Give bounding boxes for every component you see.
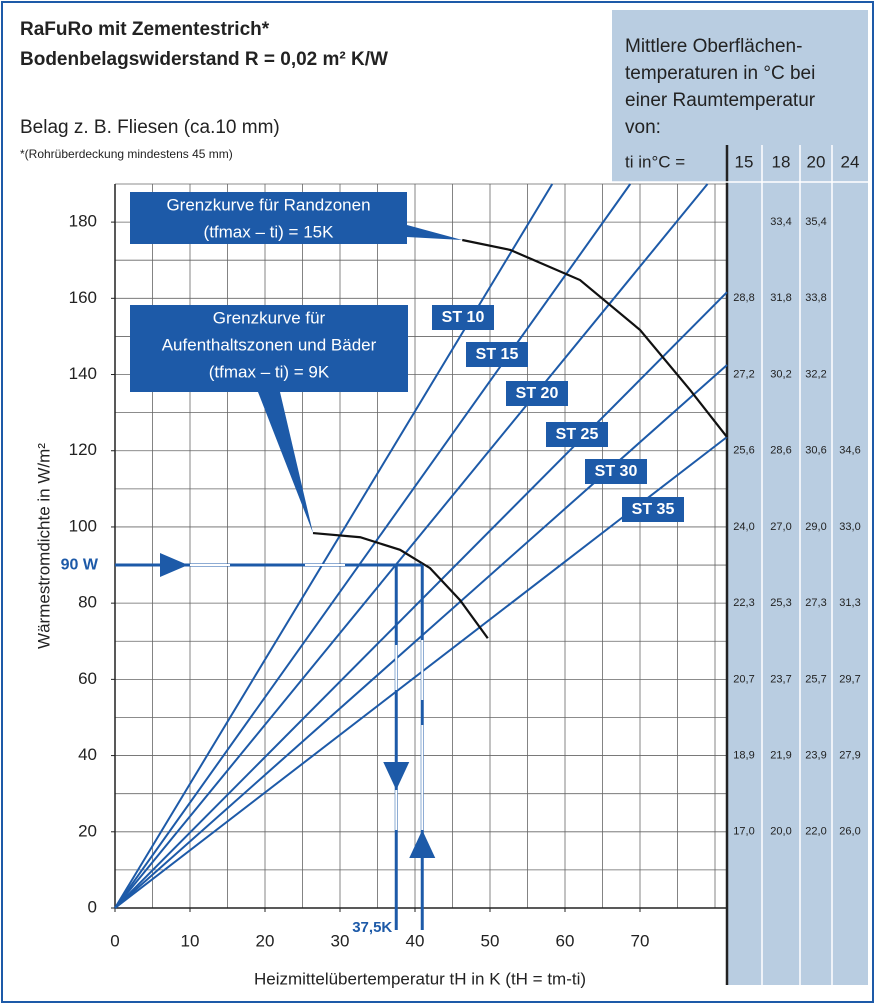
table-column-header: 18 [772, 152, 791, 171]
x-tick-label: 30 [331, 931, 350, 950]
table-cell: 29,0 [805, 521, 826, 533]
table-cell: 23,7 [770, 673, 791, 685]
table-title: einer Raumtemperatur [625, 90, 816, 111]
x-tick-label: 50 [481, 931, 500, 950]
table-title: temperaturen in °C bei [625, 63, 815, 84]
x-axis-label: Heizmittelübertemperatur tH in K (tH = t… [254, 969, 586, 988]
legend-label: ST 30 [595, 463, 638, 480]
note: *(Rohrüberdeckung mindestens 45 mm) [20, 147, 233, 161]
table-cell: 27,3 [805, 597, 826, 609]
legend-box [466, 342, 528, 367]
callout-label: (tfmax – ti) = 15K [204, 222, 335, 241]
annotation: 37,5K [352, 919, 392, 936]
table-title: Mittlere Oberflächen- [625, 36, 802, 57]
table-cell: 20,0 [770, 826, 791, 838]
y-tick-label: 180 [69, 212, 97, 231]
y-tick-label: 140 [69, 364, 97, 383]
legend-label: ST 10 [442, 309, 485, 326]
table-cell: 35,4 [805, 216, 826, 228]
legend-box [622, 497, 684, 522]
callout-box [130, 192, 407, 244]
table-cell: 28,8 [733, 292, 754, 304]
y-axis-label: Wärmestromdichte in W/m² [34, 443, 53, 649]
callout-label: (tfmax – ti) = 9K [209, 362, 330, 381]
legend-box [506, 381, 568, 406]
table-cell: 25,6 [733, 445, 754, 457]
legend-box [546, 422, 608, 447]
x-tick-label: 40 [406, 931, 425, 950]
limit-curve [462, 238, 728, 438]
table-cell: 30,6 [805, 445, 826, 457]
y-tick-label: 120 [69, 440, 97, 459]
legend-label: ST 15 [476, 346, 519, 363]
table-cell: 33,4 [770, 216, 791, 228]
legend-box [585, 459, 647, 484]
table-cell: 31,3 [839, 597, 860, 609]
y-tick-label: 40 [78, 745, 97, 764]
table-cell: 32,2 [805, 368, 826, 380]
arrow [383, 762, 410, 790]
table-header-panel [612, 10, 868, 182]
table-cell: 27,2 [733, 368, 754, 380]
table-column-header: 20 [807, 152, 826, 171]
callout-pointer [258, 392, 313, 534]
table-cell: 26,0 [839, 826, 860, 838]
table-cell: 27,9 [839, 749, 860, 761]
callout-label: Aufenthaltszonen und Bäder [162, 335, 377, 354]
table-cell: 24,0 [733, 521, 754, 533]
y-tick-label: 160 [69, 288, 97, 307]
table-cell: 34,6 [839, 445, 860, 457]
y-tick-label: 20 [78, 821, 97, 840]
table-cell: 29,7 [839, 673, 860, 685]
x-tick-label: 60 [556, 931, 575, 950]
table-cell: 17,0 [733, 826, 754, 838]
table-cell: 28,6 [770, 445, 791, 457]
callout-label: Grenzkurve für [213, 308, 326, 327]
y-tick-label: 60 [78, 669, 97, 688]
table-panel [727, 182, 868, 985]
title: RaFuRo mit Zementestrich* [20, 19, 270, 40]
note: Belag z. B. Fliesen (ca.10 mm) [20, 117, 280, 138]
table-cell: 21,9 [770, 749, 791, 761]
x-tick-label: 0 [110, 931, 119, 950]
table-cell: 33,8 [805, 292, 826, 304]
y-tick-label: 0 [88, 897, 97, 916]
y-tick-label: 100 [69, 516, 97, 535]
table-title: von: [625, 117, 661, 138]
callout-pointer [407, 225, 463, 241]
callout-box [130, 305, 408, 392]
limit-curve [312, 531, 489, 639]
legend-label: ST 35 [632, 501, 675, 518]
subtitle: Bodenbelagswiderstand R = 0,02 m² K/W [20, 49, 388, 70]
x-tick-label: 10 [181, 931, 200, 950]
table-cell: 22,0 [805, 826, 826, 838]
x-tick-label: 20 [256, 931, 275, 950]
legend-label: ST 25 [556, 426, 599, 443]
table-cell: 25,3 [770, 597, 791, 609]
table-cell: 22,3 [733, 597, 754, 609]
table-cell: 23,9 [805, 749, 826, 761]
table-column-header: 24 [841, 152, 860, 171]
table-cell: 27,0 [770, 521, 791, 533]
arrow [409, 830, 436, 858]
table-cell: 18,9 [733, 749, 754, 761]
st-line [114, 183, 632, 909]
callout-label: Grenzkurve für Randzonen [166, 195, 370, 214]
legend-label: ST 20 [516, 385, 559, 402]
legend-box [432, 305, 494, 330]
table-column-header: 15 [735, 152, 754, 171]
y-tick-label: 80 [78, 593, 97, 612]
table-row-header: ti in°C = [625, 152, 685, 171]
annotation: 90 W [61, 556, 99, 573]
table-cell: 31,8 [770, 292, 791, 304]
table-cell: 20,7 [733, 673, 754, 685]
x-tick-label: 70 [631, 931, 650, 950]
table-cell: 33,0 [839, 521, 860, 533]
table-cell: 25,7 [805, 673, 826, 685]
arrow [160, 553, 188, 578]
st-line [114, 183, 554, 909]
table-cell: 30,2 [770, 368, 791, 380]
